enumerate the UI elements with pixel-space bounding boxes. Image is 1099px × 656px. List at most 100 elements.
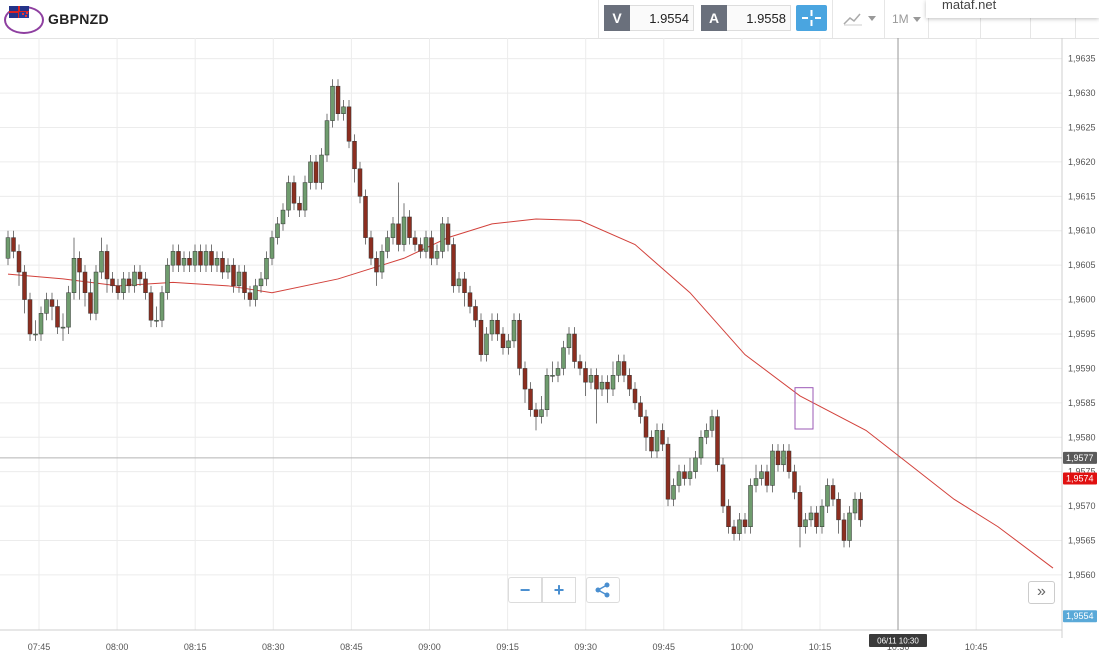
candle-body xyxy=(401,216,407,245)
symbol-label[interactable]: GBPNZD xyxy=(48,11,109,27)
toolbar: GBPNZD V 1.9554 A 1.9558 1M mataf.net xyxy=(0,0,1099,39)
selection-marker xyxy=(794,387,814,430)
share-button[interactable] xyxy=(586,577,620,603)
candle-body xyxy=(143,278,148,293)
y-tick-label: 1,9630 xyxy=(1068,88,1096,98)
site-popup: mataf.net xyxy=(926,0,1099,18)
x-tick-label: 10:15 xyxy=(809,642,832,652)
timeframe-select[interactable]: 1M xyxy=(892,12,922,26)
candle-body xyxy=(682,471,687,479)
candle-body xyxy=(698,437,704,459)
candle-body xyxy=(357,168,363,197)
candle-body xyxy=(583,368,588,383)
candle-body xyxy=(599,381,605,390)
candle-body xyxy=(638,402,643,417)
y-tick-label: 1,9575 xyxy=(1068,467,1096,477)
buy-price[interactable]: 1.9558 xyxy=(727,5,791,31)
zoom-out-button[interactable]: − xyxy=(508,577,542,603)
candle-body xyxy=(313,161,319,183)
candle-body xyxy=(434,251,440,259)
candle-body xyxy=(517,319,522,369)
chart-type-button[interactable] xyxy=(842,10,878,29)
candle-body xyxy=(555,368,561,376)
candle-body xyxy=(797,492,803,527)
x-tick-label: 09:15 xyxy=(496,642,519,652)
buy-label[interactable]: A xyxy=(701,5,727,31)
candle-body xyxy=(825,485,830,507)
price-chart[interactable]: 1,9560 1,9565 1,9570 1,9575 1,9580 1,9585 1,95… xyxy=(0,38,1099,656)
sell-label[interactable]: V xyxy=(604,5,630,31)
x-tick-label: 08:30 xyxy=(262,642,285,652)
candle-body xyxy=(632,388,638,404)
candle-body xyxy=(33,333,38,336)
x-tick-label: 10:45 xyxy=(965,642,988,652)
candle-body xyxy=(22,271,27,300)
candle-body xyxy=(830,485,836,500)
y-tick-label: 1,9595 xyxy=(1068,329,1096,339)
moving-average-line xyxy=(7,218,1054,569)
candle-body xyxy=(49,299,55,307)
candle-body xyxy=(665,443,671,500)
crosshair-price-tag-bg xyxy=(1063,451,1097,464)
candle-body xyxy=(836,498,841,521)
candle-body xyxy=(533,409,539,417)
site-popup-text: mataf.net xyxy=(942,0,997,12)
share-icon xyxy=(595,582,610,598)
candle-body xyxy=(753,478,759,486)
zoom-in-button[interactable]: + xyxy=(542,577,576,603)
candle-body xyxy=(561,347,566,369)
candle-body xyxy=(737,519,742,534)
candle-body xyxy=(522,368,528,390)
candle-body xyxy=(709,416,715,431)
candle-body xyxy=(489,319,495,335)
candle-body xyxy=(781,450,786,466)
candle-body xyxy=(335,85,341,114)
candle-body xyxy=(715,416,720,466)
candle-body xyxy=(247,292,253,300)
crosshair-button[interactable] xyxy=(796,5,827,31)
candle-body xyxy=(291,182,297,204)
candle-body xyxy=(770,450,775,486)
candle-body xyxy=(77,258,82,273)
candle-body xyxy=(418,244,423,252)
x-tick-label: 08:15 xyxy=(184,642,207,652)
scroll-to-end-button[interactable]: » xyxy=(1028,581,1055,604)
candle-body xyxy=(577,361,583,369)
crosshair-time-tag: 06/11 10:30 xyxy=(877,637,919,646)
candle-body xyxy=(429,237,434,259)
chevron-down-icon xyxy=(913,17,922,22)
candle-body xyxy=(176,251,181,266)
candle-body xyxy=(748,485,753,527)
candle-body xyxy=(605,381,610,390)
candle-body xyxy=(539,409,544,417)
candle-body xyxy=(506,340,511,349)
candle-body xyxy=(346,106,352,142)
candle-body xyxy=(341,106,346,114)
candle-body xyxy=(726,505,731,527)
x-tick-label: 09:45 xyxy=(653,642,676,652)
candle-body xyxy=(192,251,198,266)
sell-price[interactable]: 1.9554 xyxy=(630,5,694,31)
candle-body xyxy=(649,437,654,452)
candle-body xyxy=(396,223,401,245)
candle-body xyxy=(819,505,825,527)
candle-body xyxy=(275,223,280,238)
candle-body xyxy=(759,471,764,479)
candle-body xyxy=(407,216,412,238)
candle-body xyxy=(60,326,66,329)
candle-body xyxy=(159,292,165,321)
crosshair-icon xyxy=(802,10,821,26)
candle-body xyxy=(269,237,275,259)
candle-body xyxy=(165,264,170,293)
candle-body xyxy=(297,202,302,211)
candle-body xyxy=(385,237,390,252)
candle-body xyxy=(731,526,737,534)
y-tick-label: 1,9610 xyxy=(1068,226,1096,236)
candle-body xyxy=(643,416,649,438)
y-tick-label: 1,9620 xyxy=(1068,157,1096,167)
candle-body xyxy=(66,292,71,328)
candle-body xyxy=(654,430,660,452)
candle-body xyxy=(187,258,192,266)
candle-body xyxy=(473,306,478,321)
candle-body xyxy=(484,333,489,355)
